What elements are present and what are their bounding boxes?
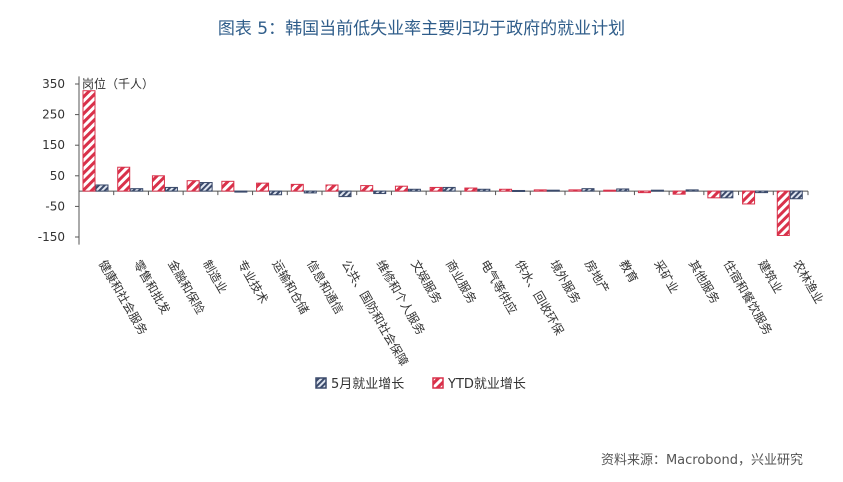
- legend-swatch-1: [432, 377, 444, 389]
- x-category-label: 建筑业: [755, 257, 786, 296]
- y-axis-label: 岗位（千人）: [82, 76, 154, 91]
- bar-may-20: [789, 190, 803, 200]
- y-tick-label: 150: [42, 138, 65, 152]
- bar-may-9: [407, 188, 421, 192]
- y-tick-label: 250: [42, 108, 65, 122]
- bar-ytd-11: [464, 187, 478, 192]
- bar-may-8: [373, 190, 387, 195]
- bar-may-12: [512, 189, 526, 192]
- bar-ytd-16: [637, 190, 651, 194]
- bar-ytd-17: [672, 190, 686, 195]
- bar-ytd-14: [568, 189, 582, 192]
- x-category-label: 公共、国防和社会保障: [339, 257, 412, 368]
- bar-may-3: [199, 182, 213, 192]
- x-category-label: 农林渔业: [790, 258, 826, 307]
- bar-ytd-13: [533, 189, 547, 192]
- bar-may-1: [130, 188, 144, 192]
- bar-may-7: [338, 190, 352, 198]
- bar-may-11: [477, 188, 491, 192]
- bar-may-10: [442, 186, 456, 192]
- x-category-label: 商业服务: [443, 257, 480, 306]
- bar-ytd-1: [117, 166, 131, 192]
- x-category-label: 境外服务: [547, 257, 584, 306]
- x-category-label: 房地产: [582, 257, 613, 296]
- y-tick-label: -150: [38, 230, 65, 244]
- x-category-label: 专业技术: [235, 257, 272, 306]
- bar-ytd-0: [82, 90, 96, 192]
- bar-ytd-6: [290, 183, 304, 192]
- bar-ytd-3: [186, 180, 200, 192]
- bar-may-18: [720, 190, 734, 199]
- legend-label-1: YTD就业增长: [447, 377, 526, 392]
- bar-may-14: [581, 188, 595, 192]
- chart-title: 图表 5：韩国当前低失业率主要归功于政府的就业计划: [217, 19, 626, 39]
- source-note: 资料来源：Macrobond，兴业研究: [600, 453, 803, 468]
- y-tick-label: -50: [45, 199, 65, 213]
- y-tick-label: 350: [42, 77, 65, 91]
- bar-ytd-20: [776, 190, 790, 236]
- bar-may-16: [650, 189, 664, 192]
- bar-ytd-18: [707, 190, 721, 199]
- bar-may-4: [234, 190, 248, 193]
- bar-ytd-2: [151, 175, 165, 192]
- bar-ytd-15: [603, 189, 617, 192]
- bar-may-19: [755, 190, 769, 194]
- legend-swatch-0: [315, 377, 327, 389]
- x-category-label: 制造业: [200, 258, 230, 296]
- bar-may-2: [164, 186, 178, 192]
- x-category-label: 其他服务: [686, 257, 723, 306]
- x-category-label: 文娱服务: [408, 257, 445, 306]
- x-category-label: 采矿业: [651, 258, 681, 296]
- bar-may-13: [546, 189, 560, 192]
- bar-may-5: [269, 190, 283, 196]
- bar-ytd-10: [429, 186, 443, 192]
- bar-may-6: [303, 190, 317, 194]
- bar-may-17: [685, 189, 699, 192]
- bar-ytd-4: [221, 180, 235, 192]
- bar-ytd-8: [360, 185, 374, 192]
- bar-ytd-5: [256, 182, 270, 192]
- bar-may-15: [616, 188, 630, 192]
- legend-label-0: 5月就业增长: [331, 377, 404, 392]
- y-tick-label: 50: [50, 169, 65, 183]
- bar-ytd-7: [325, 184, 339, 192]
- bar-ytd-9: [394, 185, 408, 192]
- x-category-label: 教育: [616, 257, 641, 285]
- bar-may-0: [95, 184, 109, 192]
- bar-ytd-19: [742, 190, 756, 205]
- bar-ytd-12: [499, 188, 513, 192]
